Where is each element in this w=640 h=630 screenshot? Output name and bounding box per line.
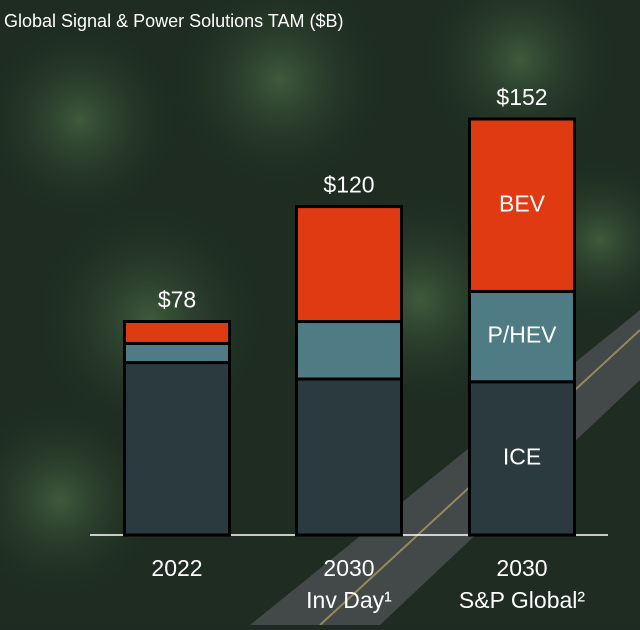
segment-label: P/HEV: [487, 322, 557, 348]
x-tick-label-line: S&P Global²: [459, 587, 585, 613]
x-tick-label-line: 2022: [151, 555, 202, 581]
total-label: $78: [158, 287, 196, 313]
x-tick-label-line: Inv Day¹: [306, 587, 392, 613]
bar-segment: [468, 117, 576, 293]
bar-segment: [123, 341, 231, 365]
total-label: $120: [323, 172, 374, 198]
bar-segment: [468, 380, 576, 537]
x-tick-label-line: 2030: [323, 555, 374, 581]
segment-label: BEV: [499, 190, 546, 216]
x-tick-label-line: 2030: [496, 555, 547, 581]
bar-segment: [295, 377, 403, 537]
bar-segment: [123, 320, 231, 345]
bar-segment: [295, 320, 403, 381]
bar-segment: [123, 361, 231, 537]
bar-segment: [468, 289, 576, 384]
x-tick-label: 2030 S&P Global²: [459, 555, 585, 613]
total-label: $152: [496, 84, 547, 110]
bar-segment: [295, 205, 403, 324]
segment-label: ICE: [503, 443, 541, 469]
chart-title: Global Signal & Power Solutions TAM ($B): [4, 11, 344, 31]
x-tick-label: 2030 Inv Day¹: [306, 555, 392, 613]
x-tick-label: 2022: [151, 555, 202, 581]
